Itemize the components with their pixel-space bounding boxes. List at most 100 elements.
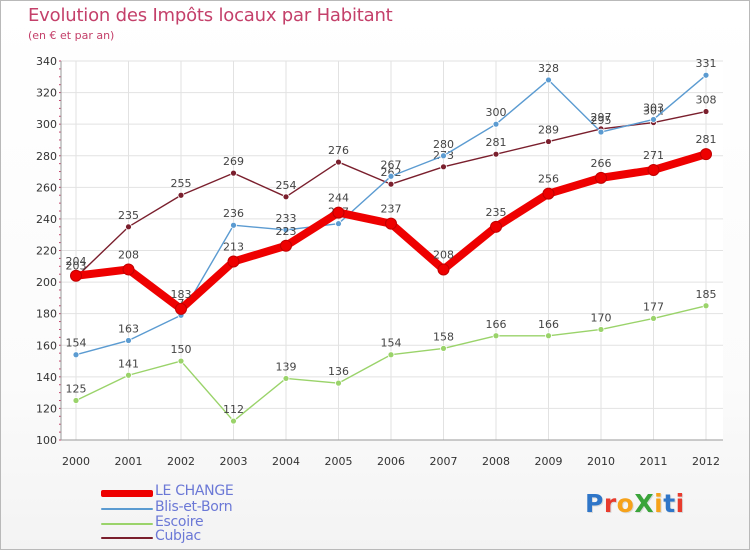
data-point-blis-et-born (702, 71, 710, 79)
y-tick-label: 140 (36, 371, 57, 384)
data-point-escoire (72, 397, 80, 404)
data-label-escoire: 141 (118, 357, 139, 370)
y-tick-label: 160 (36, 339, 57, 352)
y-tick-label: 320 (36, 87, 57, 100)
data-label-cubjac: 281 (486, 136, 507, 149)
data-point-le-change (332, 206, 345, 219)
x-tick-label: 2000 (62, 455, 90, 468)
data-label-blis-et-born: 236 (223, 207, 244, 220)
logo-letter: r (603, 489, 617, 518)
data-point-blis-et-born (125, 337, 132, 344)
data-point-cubjac (387, 180, 395, 188)
data-point-cubjac (440, 163, 447, 171)
data-point-escoire (335, 379, 342, 387)
data-label-cubjac: 297 (591, 111, 612, 124)
y-tick-label: 240 (36, 213, 57, 226)
y-tick-label: 300 (36, 118, 57, 131)
data-label-escoire: 166 (538, 318, 559, 331)
data-point-cubjac (282, 193, 290, 201)
data-point-blis-et-born (387, 172, 395, 180)
data-point-cubjac (492, 150, 500, 158)
x-tick-label: 2011 (640, 455, 668, 468)
data-label-escoire: 185 (696, 288, 717, 301)
x-tick-label: 2006 (377, 455, 405, 468)
x-tick-label: 2002 (167, 455, 195, 468)
data-label-le-change: 237 (381, 203, 402, 216)
data-point-le-change (385, 217, 397, 230)
y-tick-label: 200 (36, 276, 57, 289)
data-label-blis-et-born: 233 (276, 212, 297, 225)
data-label-le-change: 266 (591, 157, 612, 170)
x-tick-label: 2010 (587, 455, 615, 468)
data-label-escoire: 177 (643, 300, 664, 313)
legend-swatch-escoire (101, 523, 153, 525)
y-tick-label: 220 (36, 245, 57, 258)
data-point-le-change (437, 263, 450, 276)
data-point-escoire (125, 371, 132, 379)
legend-label-le-change: LE CHANGE (155, 483, 234, 499)
data-point-cubjac (125, 223, 132, 231)
data-point-escoire (230, 417, 237, 425)
data-point-le-change (70, 269, 82, 282)
data-label-cubjac: 203 (66, 259, 87, 272)
data-label-escoire: 139 (276, 360, 297, 373)
data-label-le-change: 281 (696, 133, 717, 146)
data-point-blis-et-born (230, 221, 237, 229)
data-label-escoire: 158 (433, 330, 454, 343)
data-point-cubjac (545, 138, 552, 145)
y-tick-label: 100 (36, 434, 57, 447)
data-point-le-change (227, 255, 240, 268)
data-label-escoire: 166 (486, 318, 507, 331)
data-point-escoire (702, 302, 710, 310)
data-label-blis-et-born: 295 (591, 114, 612, 127)
data-label-blis-et-born: 331 (696, 57, 717, 70)
data-point-escoire (650, 315, 657, 322)
x-tick-label: 2005 (325, 455, 353, 468)
data-label-le-change: 208 (118, 248, 139, 261)
data-label-escoire: 154 (381, 337, 402, 350)
data-point-le-change (700, 148, 712, 161)
data-label-blis-et-born: 303 (643, 101, 664, 114)
legend-label-cubjac: Cubjac (155, 528, 201, 544)
data-point-escoire (282, 375, 290, 382)
x-tick-label: 2008 (482, 455, 510, 468)
legend-swatch-le-change (101, 490, 153, 497)
x-tick-label: 2007 (430, 455, 458, 468)
data-point-blis-et-born (545, 76, 552, 84)
data-label-cubjac: 269 (223, 155, 244, 168)
data-point-blis-et-born (650, 116, 657, 123)
logo-letter: P (585, 489, 604, 518)
data-label-escoire: 112 (223, 403, 244, 416)
x-tick-label: 2004 (272, 455, 300, 468)
chart-subtitle: (en € et par an) (28, 29, 115, 42)
data-label-escoire: 170 (591, 311, 612, 324)
data-label-le-change: 183 (171, 288, 192, 301)
data-point-blis-et-born (440, 152, 447, 160)
series-escoire: 125 141 150 112 139 136 154 158 166 166 170 177 185 (66, 288, 717, 425)
data-point-blis-et-born (492, 120, 500, 128)
legend-label-escoire: Escoire (155, 514, 204, 530)
y-tick-label: 340 (36, 55, 57, 68)
data-label-escoire: 150 (171, 343, 192, 356)
data-label-le-change: 213 (223, 241, 244, 254)
data-label-blis-et-born: 328 (538, 62, 559, 75)
data-point-cubjac (230, 169, 237, 177)
x-tick-label: 2012 (692, 455, 720, 468)
logo-letter: i (654, 489, 664, 518)
data-point-cubjac (335, 158, 342, 166)
data-point-escoire (492, 332, 500, 340)
x-tick-label: 2009 (535, 455, 563, 468)
logo-letter: X (634, 489, 655, 518)
data-point-escoire (440, 345, 447, 352)
data-label-blis-et-born: 280 (433, 138, 454, 151)
proxiti-logo: ProXiti (585, 489, 685, 518)
chart-title: Evolution des Impôts locaux par Habitant (28, 5, 393, 26)
data-label-blis-et-born: 163 (118, 323, 139, 336)
data-point-le-change (280, 239, 292, 252)
data-label-escoire: 136 (328, 365, 349, 378)
data-point-le-change (542, 187, 555, 200)
y-tick-label: 260 (36, 181, 57, 194)
logo-letter: t (663, 489, 676, 518)
data-label-blis-et-born: 267 (381, 158, 402, 171)
